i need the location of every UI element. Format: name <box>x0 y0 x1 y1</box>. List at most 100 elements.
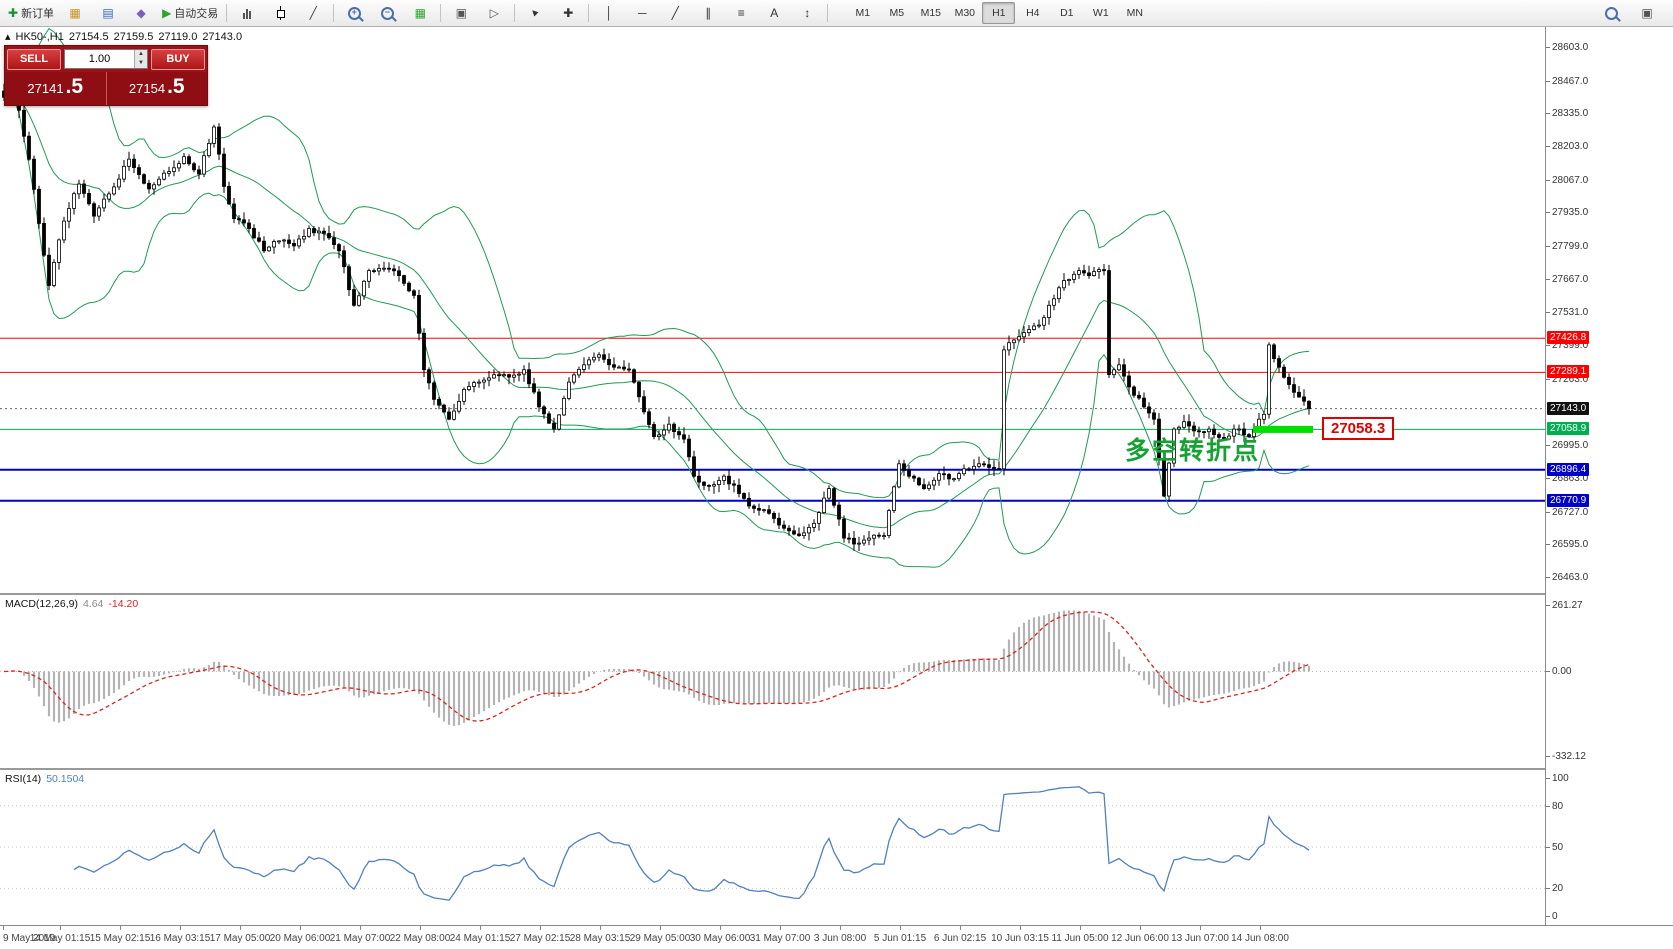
time-tick <box>540 926 541 930</box>
toolbar-right-group: ▣ <box>1595 1 1663 25</box>
rsi-axis-label: 0 <box>1552 911 1558 922</box>
macd-axis-label: 0.00 <box>1552 666 1572 678</box>
timeframe-w1-button[interactable]: W1 <box>1092 7 1109 19</box>
horizontal-line-button[interactable]: ─ <box>626 1 658 25</box>
time-axis-label: 11 Jun 05:00 <box>1051 933 1109 944</box>
cursor-button[interactable]: ▲ <box>519 1 551 25</box>
auto-scroll-button[interactable]: ▣ <box>445 1 477 25</box>
collapse-marker-icon[interactable]: ▴ <box>5 31 11 43</box>
time-axis-label: 22 May 08:00 <box>389 933 451 944</box>
time-axis-label: 27 May 02:15 <box>509 933 571 944</box>
buy-button[interactable]: BUY <box>151 48 205 70</box>
volume-input[interactable] <box>65 50 134 68</box>
bar-chart-button[interactable] <box>231 1 263 25</box>
time-axis-label: 15 May 02:15 <box>89 933 151 944</box>
macd-canvas[interactable] <box>0 595 1545 768</box>
time-axis-label: 14 Jun 08:00 <box>1231 933 1289 944</box>
macd-panel: MACD(12,26,9) 4.64 -14.20 <box>0 595 1545 768</box>
price-box-turning-point: 27058.9 <box>1547 422 1590 436</box>
level-lines <box>0 337 1545 502</box>
axis-tick <box>1546 47 1550 48</box>
vertical-line-icon: │ <box>605 6 614 20</box>
navigator-button[interactable]: ◆ <box>125 1 157 25</box>
symbol-period-label: HK50-,H1 <box>15 31 64 43</box>
timeframe-m15-button[interactable]: M15 <box>920 7 942 19</box>
line-chart-button[interactable]: ╱ <box>297 1 329 25</box>
zoom-out-button[interactable]: − <box>371 1 403 25</box>
timeframe-d1-button[interactable]: D1 <box>1060 7 1074 19</box>
rsi-label: RSI(14) 50.1504 <box>5 773 85 785</box>
indicators-icon: ▦ <box>414 6 426 20</box>
time-axis[interactable]: 9 May 2019 14 May 01:15 15 May 02:15 16 May… <box>0 925 1673 949</box>
chart-shift-button[interactable]: ▷ <box>478 1 510 25</box>
axis-tick <box>1546 671 1550 673</box>
time-tick <box>420 926 421 930</box>
text-tool-button[interactable]: A <box>758 1 790 25</box>
charts-button[interactable]: ▦ <box>59 1 91 25</box>
vertical-line-button[interactable]: │ <box>593 1 625 25</box>
toolbar: ✚ 新订单 ▦ ▤ ◆ ▶ 自动交易 ╱ + − ▦ ▣ ▷ ▲ ✚ │ ─ ╱ ∥ ≡ A ↕ M1 M5 M15 M30 H1 H… <box>0 0 1673 27</box>
sell-price[interactable]: 27141 .5 <box>5 72 107 105</box>
crosshair-button[interactable]: ✚ <box>552 1 584 25</box>
timeframe-m30-button[interactable]: M30 <box>954 7 976 19</box>
market-watch-icon: ▤ <box>102 6 114 20</box>
panel-separator[interactable] <box>0 768 1673 770</box>
panel-separator[interactable] <box>0 593 1673 595</box>
rsi-canvas[interactable] <box>0 770 1545 925</box>
time-tick <box>720 926 721 930</box>
sell-button[interactable]: SELL <box>7 48 61 70</box>
timeframe-mn-button[interactable]: MN <box>1126 7 1143 19</box>
fibonacci-icon: ≡ <box>737 6 745 20</box>
time-axis-label: 24 May 01:15 <box>449 933 511 944</box>
zoom-in-button[interactable]: + <box>338 1 370 25</box>
axis-tick <box>1546 756 1550 757</box>
navigator-icon: ◆ <box>136 6 146 20</box>
timeframe-m1-button[interactable]: M1 <box>855 7 871 19</box>
cursor-icon: ▲ <box>527 5 543 21</box>
highlight-segment[interactable] <box>1253 425 1313 433</box>
trendline-button[interactable]: ╱ <box>659 1 691 25</box>
price-axis-label: 28335.0 <box>1552 108 1589 120</box>
buy-price[interactable]: 27154 .5 <box>107 72 208 105</box>
indicators-button[interactable]: ▦ <box>404 1 436 25</box>
volume-decrease-button[interactable]: ▼ <box>134 59 147 68</box>
axis-tick <box>1546 916 1550 917</box>
axis-tick <box>1546 605 1550 606</box>
close-value: 27143.0 <box>202 31 243 43</box>
new-order-button[interactable]: ✚ 新订单 <box>4 1 58 25</box>
price-axis-label: 28603.0 <box>1552 42 1589 53</box>
fibonacci-button[interactable]: ≡ <box>725 1 757 25</box>
price-axis-label: 27799.0 <box>1552 241 1589 253</box>
time-tick <box>780 926 781 930</box>
buy-price-fraction: .5 <box>167 75 185 98</box>
candles <box>2 83 1311 551</box>
open-value: 27154.5 <box>68 31 109 43</box>
candlestick-chart-button[interactable] <box>264 1 296 25</box>
timeframe-h1-button[interactable]: H1 <box>982 2 1016 24</box>
toolbar-separator <box>333 4 335 22</box>
arrows-tool-button[interactable]: ↕ <box>791 1 823 25</box>
trendline-icon: ╱ <box>671 6 679 20</box>
rsi-value: 50.1504 <box>46 773 85 785</box>
volume-increase-button[interactable]: ▲ <box>134 50 147 59</box>
bar-chart-icon <box>243 7 252 19</box>
axis-tick <box>1546 477 1550 479</box>
sell-price-main: 27141 <box>27 81 64 96</box>
price-axis[interactable]: 28603.0 28467.0 28335.0 28203.0 28067.0 27935… <box>1545 27 1673 949</box>
macd-signal-value: -14.20 <box>108 598 139 610</box>
axis-tick <box>1546 544 1550 546</box>
timeframe-m5-button[interactable]: M5 <box>889 7 905 19</box>
autotrade-icon: ▶ <box>162 6 172 20</box>
axis-tick <box>1546 246 1550 248</box>
price-box-resistance-2: 27289.1 <box>1547 365 1590 379</box>
price-axis-label: 27399.0 <box>1552 340 1589 352</box>
main-chart-canvas[interactable] <box>0 27 1545 593</box>
equidistant-channel-button[interactable]: ∥ <box>692 1 724 25</box>
toolbar-separator <box>514 4 516 22</box>
autotrading-button[interactable]: ▶ 自动交易 <box>158 1 222 25</box>
arrows-icon: ↕ <box>804 6 811 20</box>
timeframe-h4-button[interactable]: H4 <box>1026 7 1040 19</box>
layout-button[interactable]: ▣ <box>1631 1 1663 25</box>
search-button[interactable] <box>1595 1 1627 25</box>
market-watch-button[interactable]: ▤ <box>92 1 124 25</box>
